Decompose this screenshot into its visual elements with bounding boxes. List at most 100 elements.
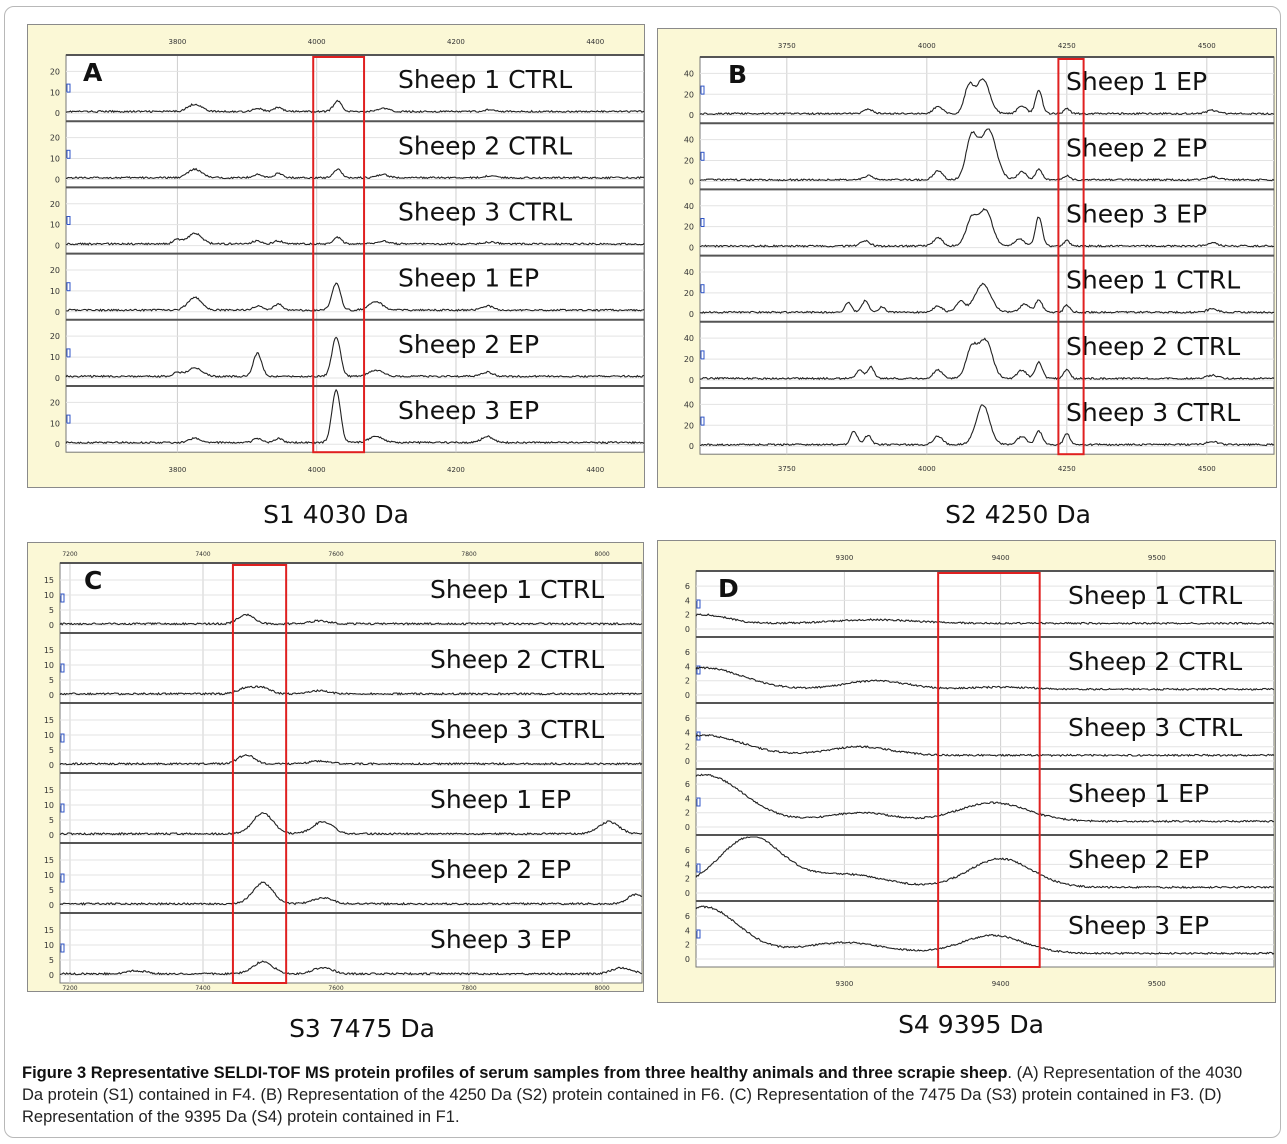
- panel-a: 3800 3800 4000 4000 4200 4200 4400 4400 0 10 20 She…: [27, 24, 645, 488]
- spectrum-trace: [695, 666, 1275, 691]
- y-tick-label: 15: [44, 856, 54, 865]
- y-tick-label: 5: [49, 956, 54, 965]
- track-label: Sheep 1 CTRL: [1066, 266, 1240, 295]
- y-tick-label: 15: [44, 786, 54, 795]
- y-tick-label: 0: [49, 621, 54, 630]
- y-tick-label: 0: [685, 691, 690, 700]
- x-tick-label-top: 4000: [918, 42, 936, 50]
- y-tick-label: 0: [49, 761, 54, 770]
- y-tick-label: 10: [44, 661, 54, 670]
- y-tick-label: 4: [685, 860, 690, 869]
- y-tick-label: 5: [49, 746, 54, 755]
- x-tick-label-top: 3750: [778, 42, 796, 50]
- track-label: Sheep 3 CTRL: [1068, 713, 1242, 742]
- spectrum-trace: [65, 232, 645, 246]
- y-tick-label: 5: [49, 606, 54, 615]
- track-label: Sheep 1 CTRL: [398, 65, 572, 94]
- y-tick-label: 10: [44, 941, 54, 950]
- y-tick-label: 10: [50, 221, 60, 230]
- axis-marker: [700, 218, 705, 227]
- y-tick-label: 0: [685, 757, 690, 766]
- y-tick-label: 10: [50, 154, 60, 163]
- y-tick-label: 20: [684, 355, 694, 364]
- spectrum-trace: [65, 388, 645, 445]
- spectrum-trace: [65, 167, 645, 180]
- x-tick-label-top: 7800: [461, 551, 476, 558]
- panel-letter: D: [718, 574, 739, 603]
- x-tick-label-top: 9400: [992, 554, 1010, 562]
- y-tick-label: 6: [685, 648, 690, 657]
- y-tick-label: 2: [685, 809, 690, 818]
- spectrum-trace: [695, 773, 1275, 823]
- spectrum-trace: [699, 128, 1275, 182]
- y-tick-label: 0: [689, 442, 694, 451]
- x-tick-label-top: 4200: [447, 38, 465, 46]
- axis-marker: [66, 216, 71, 225]
- y-tick-label: 20: [684, 223, 694, 232]
- highlight-box: [231, 564, 288, 984]
- y-tick-label: 10: [50, 287, 60, 296]
- spectrum-trace: [59, 685, 643, 696]
- track-label: Sheep 1 CTRL: [430, 575, 604, 604]
- panel-d: 9300 9300 9400 9400 9500 9500 0 2 4 6 Sheep 1 CTRL…: [657, 540, 1276, 1003]
- y-tick-label: 0: [55, 175, 60, 184]
- y-tick-label: 40: [684, 334, 694, 343]
- y-tick-label: 40: [684, 69, 694, 78]
- y-tick-label: 4: [685, 926, 690, 935]
- spectrum-trace: [59, 812, 643, 836]
- track-label: Sheep 1 CTRL: [1068, 581, 1242, 610]
- x-tick-label-bottom: 4250: [1058, 465, 1076, 473]
- x-tick-label-bottom: 4000: [918, 465, 936, 473]
- y-tick-label: 20: [50, 332, 60, 341]
- spectrum-trace: [699, 78, 1275, 116]
- highlight-box: [312, 56, 366, 454]
- y-tick-label: 6: [685, 912, 690, 921]
- y-tick-label: 40: [684, 268, 694, 277]
- track-label: Sheep 2 CTRL: [398, 131, 572, 160]
- y-tick-label: 20: [684, 421, 694, 430]
- spectrum-trace: [699, 404, 1275, 447]
- track-label: Sheep 2 EP: [1068, 845, 1209, 874]
- panel-d-title: S4 9395 Da: [898, 1010, 1044, 1039]
- axis-marker: [60, 733, 65, 743]
- spectrum-trace: [699, 337, 1275, 381]
- y-tick-label: 10: [50, 88, 60, 97]
- y-tick-label: 20: [684, 156, 694, 165]
- spectrum-trace: [695, 613, 1274, 625]
- x-tick-label-top: 3800: [169, 38, 187, 46]
- axis-marker: [696, 863, 701, 873]
- y-tick-label: 15: [44, 576, 54, 585]
- y-tick-label: 2: [685, 611, 690, 620]
- y-tick-label: 2: [685, 941, 690, 950]
- panel-letter: B: [728, 60, 747, 89]
- y-tick-label: 0: [685, 625, 690, 634]
- spectrum-trace: [695, 905, 1275, 956]
- x-tick-label-top: 4000: [308, 38, 326, 46]
- x-tick-label-bottom: 4500: [1198, 465, 1216, 473]
- panel-a-title: S1 4030 Da: [263, 500, 409, 529]
- track-label: Sheep 1 EP: [1066, 67, 1207, 96]
- track-label: Sheep 2 CTRL: [1066, 332, 1240, 361]
- x-tick-label-bottom: 3750: [778, 465, 796, 473]
- x-tick-label-top: 7400: [195, 551, 210, 558]
- y-tick-label: 6: [685, 780, 690, 789]
- track-label: Sheep 3 EP: [1066, 200, 1207, 229]
- y-tick-label: 10: [44, 591, 54, 600]
- spectrum-trace: [699, 207, 1275, 248]
- x-tick-label-bottom: 3800: [169, 466, 187, 474]
- x-tick-label-bottom: 4400: [586, 466, 604, 474]
- spectrum-trace: [695, 734, 1275, 757]
- axis-marker: [66, 348, 71, 358]
- track-label: Sheep 1 EP: [398, 264, 539, 293]
- axis-marker: [696, 599, 701, 609]
- y-tick-label: 2: [685, 677, 690, 686]
- y-tick-label: 15: [44, 926, 54, 935]
- y-tick-label: 10: [44, 731, 54, 740]
- y-tick-label: 0: [55, 242, 60, 251]
- track-label: Sheep 3 CTRL: [398, 198, 572, 227]
- track-label: Sheep 1 EP: [430, 785, 571, 814]
- y-tick-label: 0: [55, 109, 60, 118]
- caption-title: Representative SELDI-TOF MS protein prof…: [90, 1064, 1008, 1082]
- x-tick-label-top: 9300: [835, 554, 853, 562]
- axis-marker: [700, 151, 705, 161]
